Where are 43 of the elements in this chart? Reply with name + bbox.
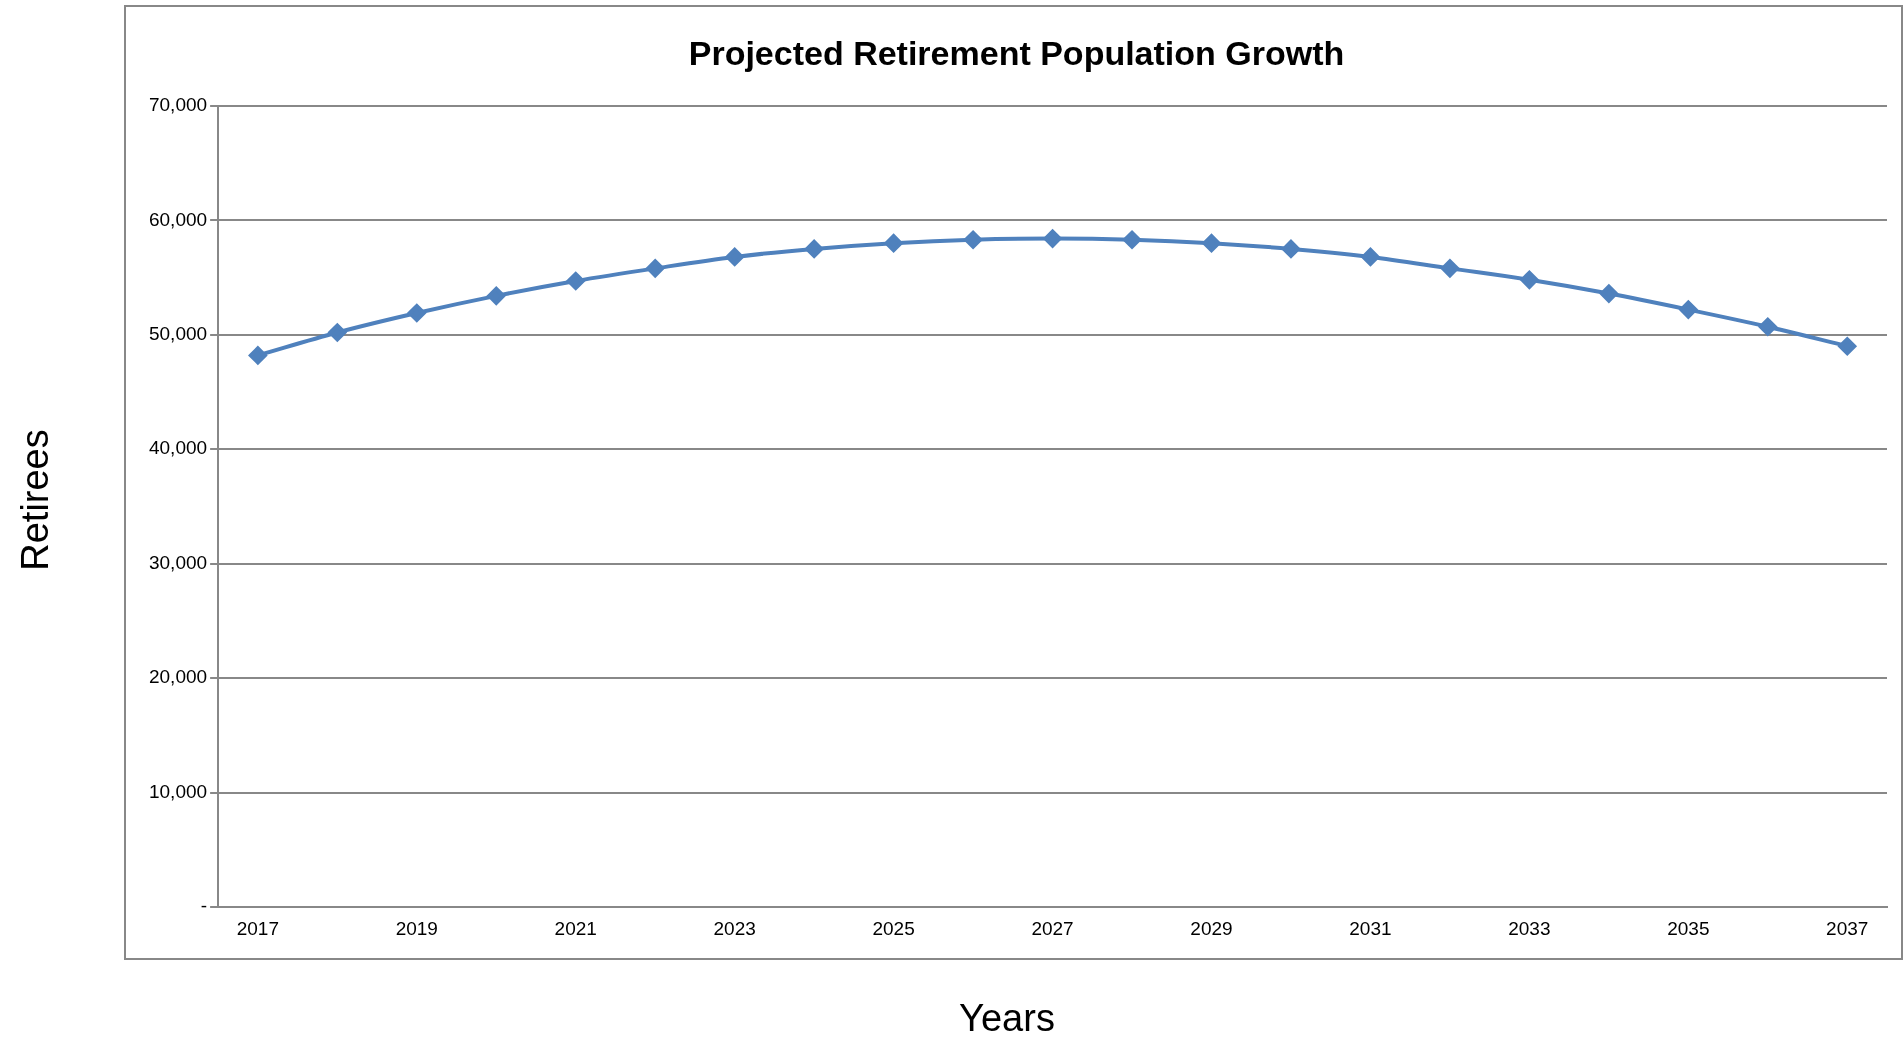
y-tick-label: 40,000 bbox=[148, 437, 208, 459]
x-tick-label: 2021 bbox=[554, 917, 597, 939]
y-tick-label: 50,000 bbox=[148, 323, 208, 345]
point bbox=[1281, 239, 1300, 258]
point bbox=[1440, 259, 1459, 278]
point bbox=[725, 247, 744, 266]
point bbox=[1758, 317, 1777, 336]
x-tick-label: 2027 bbox=[1031, 917, 1074, 939]
point bbox=[1043, 229, 1062, 248]
x-tick-label: 2031 bbox=[1349, 917, 1392, 939]
point bbox=[1520, 270, 1539, 289]
y-tick-label: 60,000 bbox=[148, 208, 208, 230]
x-axis-title: Years bbox=[959, 996, 1055, 1039]
y-tick-label: - bbox=[200, 895, 208, 917]
x-tick-label: 2033 bbox=[1508, 917, 1551, 939]
point bbox=[964, 230, 983, 249]
point bbox=[248, 346, 267, 365]
point bbox=[566, 271, 585, 290]
point bbox=[1838, 337, 1857, 356]
point bbox=[1361, 247, 1380, 266]
point bbox=[407, 304, 426, 323]
y-tick-label: 70,000 bbox=[148, 94, 208, 116]
point bbox=[884, 234, 903, 253]
point bbox=[487, 286, 506, 305]
point bbox=[805, 239, 824, 258]
y-tick-label: 30,000 bbox=[148, 551, 208, 573]
point bbox=[646, 259, 665, 278]
x-tick-label: 2025 bbox=[872, 917, 915, 939]
x-tick-label: 2019 bbox=[395, 917, 438, 939]
x-tick-label: 2037 bbox=[1826, 917, 1869, 939]
point bbox=[1123, 230, 1142, 249]
y-axis-title: Retirees bbox=[13, 429, 57, 571]
x-tick-label: 2023 bbox=[713, 917, 756, 939]
point bbox=[1202, 234, 1221, 253]
x-tick-label: 2035 bbox=[1667, 917, 1710, 939]
point bbox=[328, 323, 347, 342]
y-tick-label: 20,000 bbox=[148, 666, 208, 688]
chart-title: Projected Retirement Population Growth bbox=[688, 33, 1345, 72]
y-tick-label: 10,000 bbox=[148, 780, 208, 802]
x-tick-label: 2029 bbox=[1190, 917, 1233, 939]
point bbox=[1679, 300, 1698, 319]
x-tick-label: 2017 bbox=[236, 917, 279, 939]
point bbox=[1599, 284, 1618, 303]
